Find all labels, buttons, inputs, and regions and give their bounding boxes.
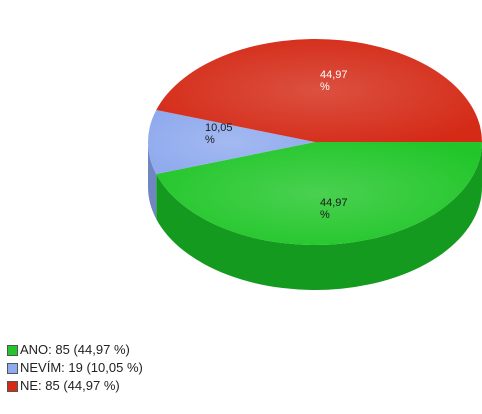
pie-label-ne: 44,97% [320, 69, 348, 93]
legend-label-nevím: NEVÍM: 19 (10,05 %) [20, 360, 143, 375]
pie-label-ano: 44,97% [320, 197, 348, 221]
legend-item-ano: ANO: 85 (44,97 %) [7, 341, 143, 359]
chart-legend: ANO: 85 (44,97 %) NEVÍM: 19 (10,05 %) NE: … [7, 341, 143, 395]
legend-label-ano: ANO: 85 (44,97 %) [20, 342, 130, 357]
pie-slice-highlight-ano [156, 142, 482, 245]
legend-item-nevím: NEVÍM: 19 (10,05 %) [7, 359, 143, 377]
pie-chart-svg: 44,97 % 10,05 % 44,97% [148, 39, 482, 290]
pie-slice-highlight-ne [156, 39, 482, 142]
pie-slice-side-nevím [148, 142, 157, 219]
legend-item-ne: NE: 85 (44,97 %) [7, 377, 143, 395]
legend-swatch-ne [7, 380, 18, 392]
legend-label-ne: NE: 85 (44,97 %) [20, 378, 120, 393]
pie-slice-side-ano [156, 142, 482, 290]
legend-swatch-nevím [7, 362, 18, 374]
pie-slice-highlight-nevím [148, 110, 315, 174]
pie-chart: 44,97% 10,05% 44,97% [148, 39, 482, 290]
pie-label-nevím: 10,05% [205, 122, 233, 146]
legend-swatch-ano [7, 344, 18, 356]
